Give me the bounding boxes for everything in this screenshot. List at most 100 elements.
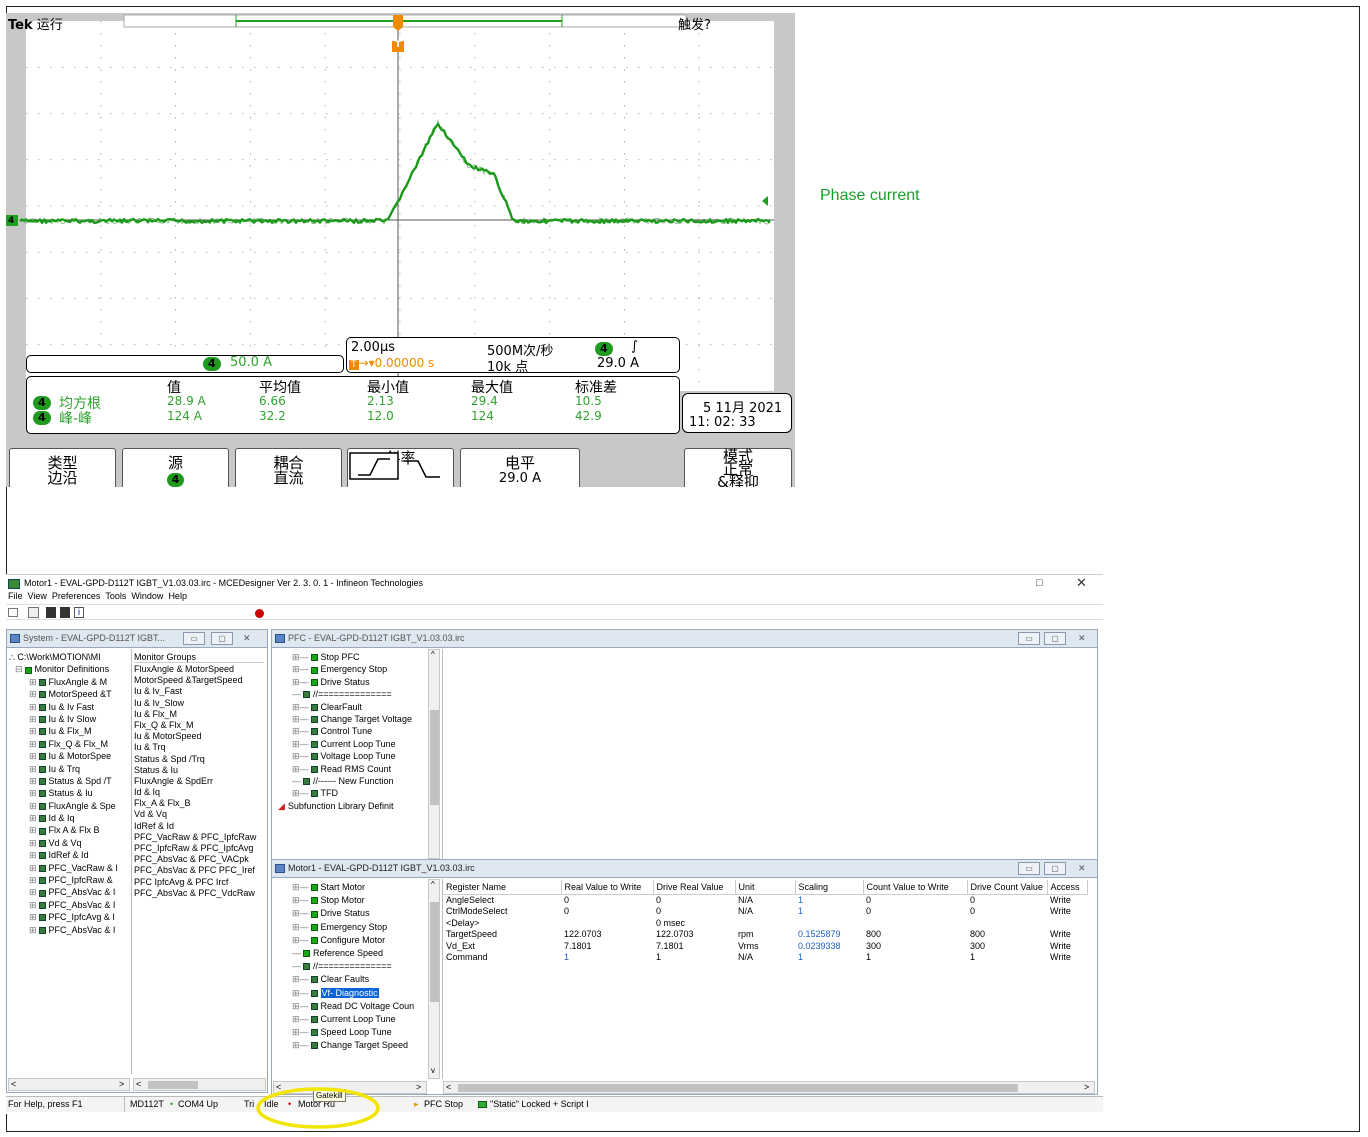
scroll-right-icon[interactable]: >	[119, 1079, 125, 1089]
motor-tree-vscrollbar[interactable]: ^ v	[428, 879, 440, 1079]
motor-command-item[interactable]: ⊞— Stop Motor	[278, 894, 428, 907]
tree-item[interactable]: ⊞ PFC_VacRaw & I	[9, 862, 131, 874]
pfc-command-item[interactable]: ⊞— Voltage Loop Tune	[278, 750, 428, 762]
monitor-group-item[interactable]: Id & Iq	[134, 787, 161, 798]
tree-hscrollbar[interactable]: < >	[8, 1078, 130, 1091]
tree-item[interactable]: ⊞ Iu & Iv Fast	[9, 701, 131, 713]
register-cell[interactable]: 300	[866, 940, 882, 951]
pfc-command-item[interactable]: ⊞— Stop PFC	[278, 651, 428, 663]
pfc-command-item[interactable]: ⊞— Read RMS Count	[278, 763, 428, 775]
tree-item[interactable]: ⊞ PFC_AbsVac & I	[9, 924, 131, 936]
monitor-group-item[interactable]: PFC_VacRaw & PFC_IpfcRaw	[134, 831, 257, 842]
register-row[interactable]: <Delay> 0 msec	[443, 918, 1087, 930]
close-icon[interactable]: ✕	[1076, 575, 1087, 590]
register-row[interactable]: TargetSpeed 122.0703 122.0703 rpm 0.1525879 8…	[443, 929, 1087, 941]
motor-command-item[interactable]: — //==============	[278, 960, 428, 973]
scroll-left-icon[interactable]: <	[446, 1082, 452, 1092]
tree-item[interactable]: ⊞ PFC_AbsVac & I	[9, 899, 131, 911]
softkey-slope[interactable]: 斜率	[347, 448, 454, 487]
register-row[interactable]: Vd_Ext 7.1801 7.1801 Vrms 0.0239338 300 300 Wri…	[443, 941, 1087, 953]
monitor-group-item[interactable]: Vd & Vq	[134, 809, 168, 820]
register-row[interactable]: Command 1 1 N/A 1 1 1 Write	[443, 952, 1087, 964]
expand-icon[interactable]: ⊞	[29, 837, 37, 848]
menu-item[interactable]: Window	[131, 591, 164, 601]
register-cell[interactable]: 122.0703	[564, 929, 602, 939]
open-icon[interactable]	[28, 607, 39, 618]
monitor-group-item[interactable]: FluxAngle & SpdErr	[134, 775, 214, 786]
monitor-group-item[interactable]: Status & Spd /Trq	[134, 753, 205, 764]
monitor-group-item[interactable]: Flx_A & Flx_B	[134, 798, 191, 809]
expand-icon[interactable]: ⊞	[29, 751, 37, 762]
expand-icon[interactable]: ⊞	[29, 775, 37, 786]
expand-icon[interactable]: ⊞	[29, 875, 37, 886]
motor-command-item[interactable]: ⊞— Current Loop Tune	[278, 1013, 428, 1026]
register-cell[interactable]: 0	[564, 894, 570, 905]
pane-splitter[interactable]	[131, 649, 132, 1074]
restore-icon[interactable]: ▢	[1044, 862, 1066, 875]
expand-icon[interactable]: ⊞	[29, 825, 37, 836]
monitor-group-item[interactable]: PFC IpfcAvg & PFC Ircf	[134, 876, 229, 887]
expand-icon[interactable]: ⊞	[29, 701, 37, 712]
pfc-command-item[interactable]: ⊞— Current Loop Tune	[278, 738, 428, 750]
restore-icon[interactable]: □	[1036, 577, 1043, 589]
save-icon[interactable]	[46, 607, 56, 618]
tree-item[interactable]: ⊞ Flx A & Flx B	[9, 824, 131, 836]
monitor-group-item[interactable]: Flx_Q & Flx_M	[134, 719, 194, 730]
tree-item[interactable]: ⊞ IdRef & Id	[9, 849, 131, 861]
scroll-thumb[interactable]	[430, 902, 439, 1002]
register-cell[interactable]: 0	[866, 906, 872, 916]
close-icon[interactable]: ✕	[1078, 633, 1086, 643]
tree-item[interactable]: ⛬ C:\Work\MOTION\MI	[9, 651, 131, 663]
softkey-level[interactable]: 电平 29.0 A	[460, 448, 580, 487]
register-cell[interactable]: 0	[564, 906, 570, 916]
groups-hscrollbar[interactable]: <	[133, 1078, 266, 1091]
tree-item[interactable]: ⊞ PFC_AbsVac & I	[9, 886, 131, 898]
pane-splitter[interactable]	[442, 879, 443, 1079]
pane-splitter[interactable]	[442, 649, 443, 859]
expand-icon[interactable]: ⊞	[29, 862, 37, 873]
menu-item[interactable]: Tools	[105, 591, 127, 601]
falling-slope-icon[interactable]	[404, 460, 440, 478]
scroll-left-icon[interactable]: <	[276, 1082, 282, 1092]
softkey-mode[interactable]: 模式 正常 &释抑	[684, 448, 792, 487]
column-header[interactable]: Access	[1047, 880, 1088, 895]
monitor-group-item[interactable]: PFC_AbsVac & PFC_VdcRaw	[134, 887, 255, 898]
menu-item[interactable]: Preferences	[51, 591, 101, 601]
monitor-group-item[interactable]: Iu & Iv_Slow	[134, 697, 185, 708]
register-cell[interactable]	[561, 918, 653, 930]
tree-item[interactable]: ⊞ MotorSpeed &T	[9, 688, 131, 700]
monitor-group-item[interactable]: Iu & Trq	[134, 742, 166, 753]
expand-icon[interactable]: ⊞	[29, 726, 37, 737]
scroll-left-icon[interactable]: <	[136, 1079, 142, 1089]
scroll-right-icon[interactable]: >	[1084, 1082, 1090, 1092]
motor-command-item[interactable]: ⊞— Configure Motor	[278, 934, 428, 947]
minimize-icon[interactable]: ▭	[1018, 862, 1040, 875]
tree-item[interactable]: ⊞ Iu & Iv Slow	[9, 713, 131, 725]
tree-item[interactable]: ⊞ Status & Iu	[9, 787, 131, 799]
tree-item[interactable]: ⊞ Vd & Vq	[9, 837, 131, 849]
motor-command-item[interactable]: ⊞— Emergency Stop	[278, 921, 428, 934]
motor-command-item[interactable]: ⊞— Change Target Speed	[278, 1039, 428, 1052]
monitor-group-item[interactable]: IdRef & Id	[134, 820, 175, 831]
expand-icon[interactable]: ⊞	[29, 813, 37, 824]
motor-command-item[interactable]: ⊞— Start Motor	[278, 881, 428, 894]
scroll-thumb[interactable]	[148, 1081, 198, 1089]
tree-item[interactable]: ⊞ Flx_Q & Flx_M	[9, 738, 131, 750]
expand-icon[interactable]: ⊞	[29, 887, 37, 898]
scroll-up-icon[interactable]: ^	[431, 880, 435, 889]
monitor-group-item[interactable]: FluxAngle & MotorSpeed	[134, 664, 235, 674]
motor-command-item[interactable]: — Reference Speed	[278, 947, 428, 960]
motor-command-item[interactable]: ⊞— Read DC Voltage Coun	[278, 1000, 428, 1013]
expand-icon[interactable]: ⊞	[29, 738, 37, 749]
register-hscrollbar[interactable]: < >	[443, 1081, 1095, 1094]
expand-icon[interactable]: ⊞	[29, 676, 37, 687]
monitor-group-item[interactable]: PFC_AbsVac & PFC PFC_Iref	[134, 865, 255, 876]
softkey-type[interactable]: 类型 边沿	[9, 448, 116, 487]
scroll-thumb[interactable]	[458, 1084, 1018, 1092]
column-header[interactable]: Drive Real Value	[653, 880, 736, 895]
monitor-group-item[interactable]: Iu & MotorSpeed	[134, 731, 202, 742]
expand-icon[interactable]: ⊞	[29, 763, 37, 774]
pfc-command-item[interactable]: ⊞— Control Tune	[278, 725, 428, 737]
menu-item[interactable]: Help	[168, 591, 187, 601]
